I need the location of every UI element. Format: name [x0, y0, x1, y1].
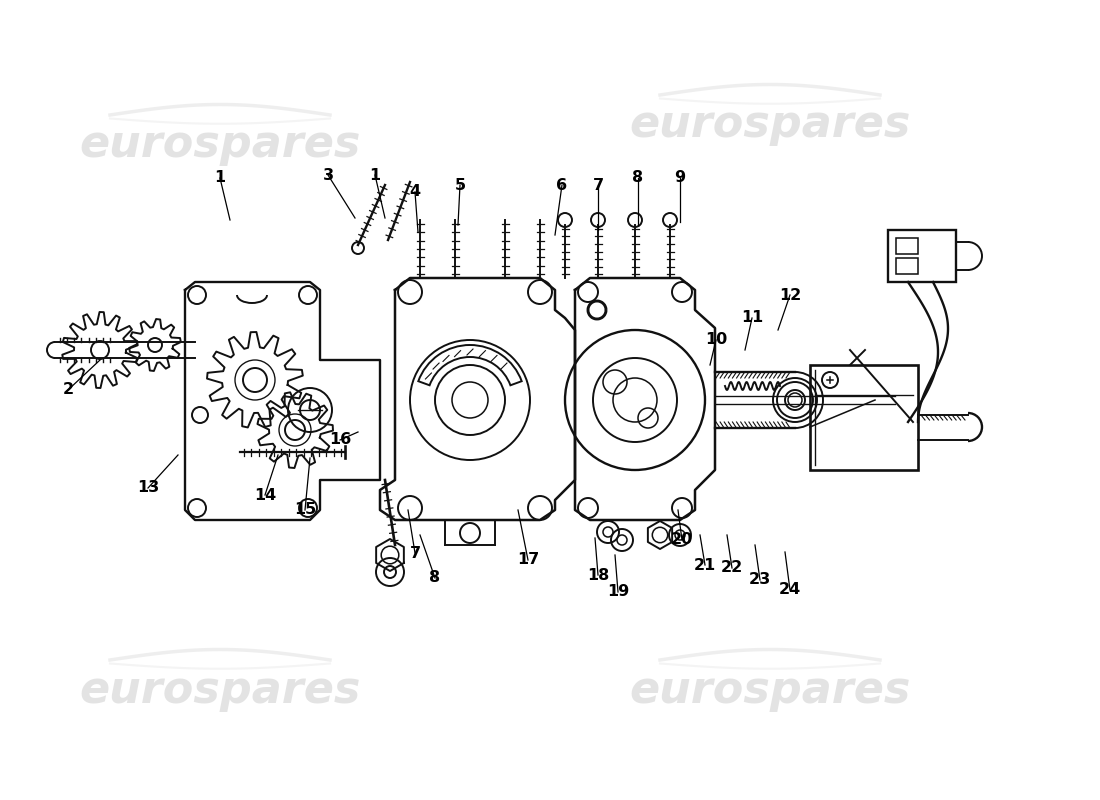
- Text: 7: 7: [593, 178, 604, 193]
- Text: eurospares: eurospares: [79, 669, 361, 711]
- Text: 20: 20: [671, 533, 693, 547]
- Text: 24: 24: [779, 582, 801, 598]
- Text: 18: 18: [587, 567, 609, 582]
- Text: 10: 10: [705, 333, 727, 347]
- Text: 13: 13: [136, 481, 160, 495]
- Text: 23: 23: [749, 573, 771, 587]
- Bar: [810, 365, 918, 470]
- Bar: [888, 230, 956, 282]
- Text: 7: 7: [409, 546, 420, 561]
- Text: 17: 17: [517, 553, 539, 567]
- Text: 1: 1: [214, 170, 225, 186]
- Text: 6: 6: [557, 178, 568, 193]
- Text: eurospares: eurospares: [629, 103, 911, 146]
- Bar: [896, 258, 918, 274]
- Text: 5: 5: [454, 178, 465, 193]
- Text: eurospares: eurospares: [79, 123, 361, 166]
- Text: 14: 14: [254, 487, 276, 502]
- Bar: [896, 238, 918, 254]
- Text: 22: 22: [720, 561, 744, 575]
- Text: 15: 15: [294, 502, 316, 518]
- Text: 11: 11: [741, 310, 763, 326]
- Text: 1: 1: [370, 167, 381, 182]
- Text: 21: 21: [694, 558, 716, 573]
- Text: 4: 4: [409, 185, 420, 199]
- Text: 9: 9: [674, 170, 685, 186]
- Text: 3: 3: [322, 167, 333, 182]
- Text: 19: 19: [607, 585, 629, 599]
- Text: 2: 2: [63, 382, 74, 398]
- Text: 16: 16: [329, 433, 351, 447]
- Text: eurospares: eurospares: [629, 669, 911, 711]
- Text: 8: 8: [429, 570, 441, 586]
- Text: 12: 12: [779, 287, 801, 302]
- Text: 8: 8: [632, 170, 644, 186]
